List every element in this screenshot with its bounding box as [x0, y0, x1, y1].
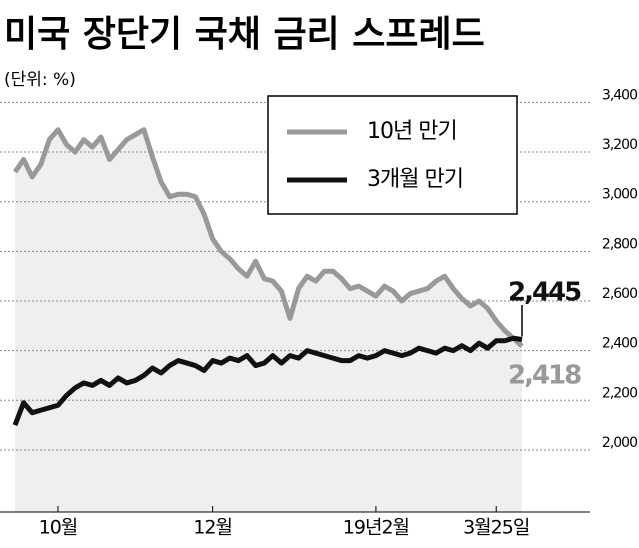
- legend-label: 10년 만기: [367, 119, 457, 144]
- series-line: [12, 335, 523, 427]
- y-tick-label: 2,800: [602, 236, 637, 252]
- legend-label: 3개월 만기: [367, 167, 463, 192]
- y-tick-label: 3,200: [602, 137, 637, 153]
- y-tick-label: 2,400: [602, 336, 637, 352]
- y-tick-label: 2,200: [602, 385, 637, 401]
- series-line: [12, 127, 524, 349]
- value-label: 2,418: [508, 361, 581, 391]
- chart-title: 미국 장단기 국채 금리 스프레드: [4, 14, 485, 55]
- y-tick-label: 2,600: [602, 286, 637, 302]
- legend-box: [267, 95, 518, 215]
- value-label: 2,445: [508, 278, 581, 308]
- x-tick-label: 19년2월: [343, 517, 409, 539]
- x-tick-label: 3월25일: [463, 517, 529, 539]
- x-tick-label: 12월: [193, 517, 232, 539]
- x-tick-label: 10월: [39, 517, 78, 539]
- y-tick-label: 2,000: [602, 435, 637, 451]
- chart-subtitle: (단위: %): [4, 70, 76, 90]
- area-fill: [15, 129, 522, 512]
- y-tick-label: 3,000: [602, 187, 637, 203]
- y-tick-label: 3,400: [602, 87, 637, 103]
